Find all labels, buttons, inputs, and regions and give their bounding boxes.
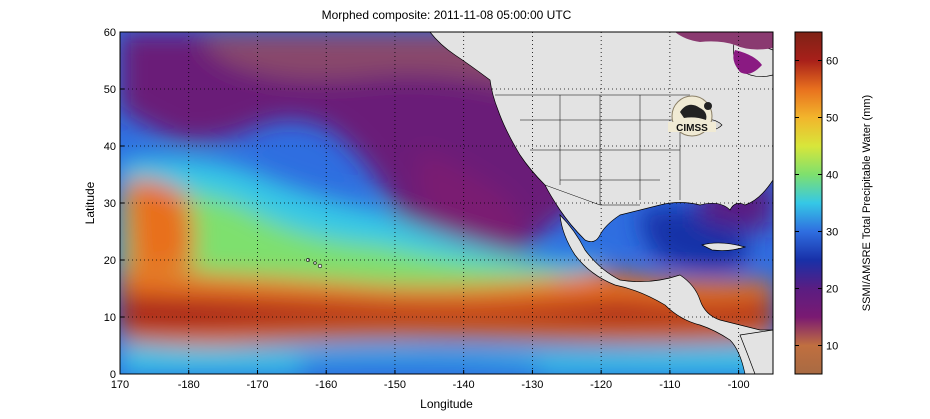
pacific-islands	[306, 258, 323, 269]
cimss-logo-text: CIMSS	[676, 123, 708, 134]
x-tick-label: -130	[521, 379, 543, 391]
x-axis-label: Longitude	[420, 397, 473, 411]
colorbar-ticks: 10 20 30 40 50 60	[795, 56, 838, 353]
colorbar-tick-label: 10	[826, 341, 838, 353]
x-tick-label: -140	[453, 379, 475, 391]
colorbar-tick-label: 50	[826, 113, 838, 125]
hudson-bay-inner	[733, 50, 762, 74]
x-axis-ticks: 170 -180 -170 -160 -150 -140 -130 -120 -110 -100	[111, 370, 750, 391]
y-tick-label: 50	[104, 84, 116, 96]
y-tick-label: 40	[104, 141, 116, 153]
water-vapor-field	[120, 32, 773, 374]
hudson-bay-water	[675, 32, 773, 50]
y-tick-label: 60	[104, 27, 116, 39]
x-tick-label: -160	[315, 379, 337, 391]
map-title: Morphed composite: 2011-11-08 05:00:00 U…	[321, 8, 572, 22]
cimss-logo: CIMSS	[668, 95, 716, 137]
cuba-island	[701, 242, 747, 251]
x-tick-label: -180	[178, 379, 200, 391]
political-borders	[495, 94, 690, 206]
x-tick-label: -150	[384, 379, 406, 391]
colorbar-tick-label: 40	[826, 170, 838, 182]
grid-lines	[120, 32, 773, 374]
y-tick-label: 0	[110, 369, 116, 381]
x-tick-label: -110	[659, 379, 680, 391]
x-tick-label: -170	[246, 379, 268, 391]
y-axis-ticks: 0 10 20 30 40 50 60	[104, 27, 124, 381]
y-tick-label: 30	[104, 198, 116, 210]
central-america-land	[559, 214, 773, 374]
y-tick-label: 20	[104, 255, 116, 267]
x-tick-label: -100	[728, 379, 750, 391]
colorbar	[794, 31, 823, 375]
x-tick-label: -120	[590, 379, 612, 391]
y-tick-label: 10	[104, 312, 116, 324]
x-tick-label: 170	[111, 379, 129, 391]
colorbar-tick-label: 20	[826, 284, 838, 296]
colorbar-tick-label: 30	[826, 227, 838, 239]
colorbar-tick-label: 60	[826, 56, 838, 68]
south-america-land	[739, 329, 773, 374]
